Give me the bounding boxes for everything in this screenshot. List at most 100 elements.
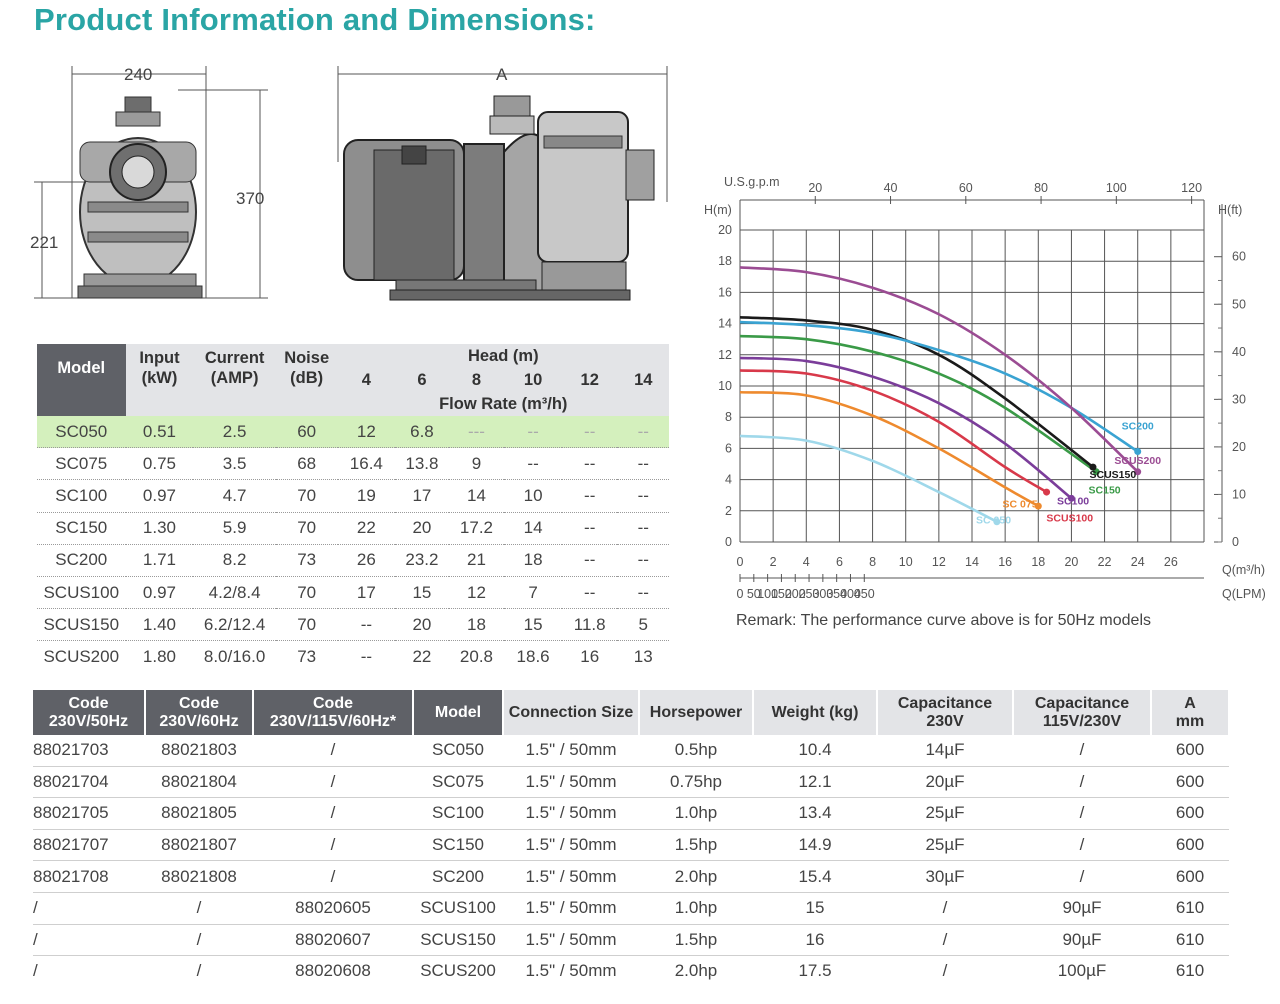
- perf-cell-noise: 70: [275, 512, 338, 545]
- codes-cell: SCUS150: [413, 924, 503, 957]
- curve-label: SCUS150: [1090, 469, 1137, 481]
- perf-cell-flow: --: [360, 646, 373, 666]
- perf-cell-flow: --: [561, 447, 618, 481]
- curve-label: SC100: [1057, 496, 1089, 508]
- perf-cell-current: 3.5: [193, 447, 276, 481]
- codes-cell: /: [253, 860, 413, 893]
- perf-cell-flow: --: [561, 416, 618, 449]
- perf-cell-flow: --: [617, 544, 669, 577]
- codes-row: 88021704 88021804/SC075 1.5" / 50mm 0.75hp 1…: [33, 766, 1229, 799]
- perf-row: SC050 0.51 2.5 60 12 6.8 --- -- -- --: [37, 416, 669, 449]
- perf-cell-flow: --: [617, 447, 669, 481]
- codes-cell: 14.9: [753, 829, 877, 862]
- perf-cell-flow: 17: [337, 576, 396, 610]
- y-tick-label: 2: [725, 504, 732, 518]
- perf-cell-noise: 70: [275, 479, 338, 513]
- lpm-tick-label: 100: [757, 587, 778, 601]
- codes-cell: /: [877, 924, 1013, 957]
- perf-cell-flow: 6.8: [395, 416, 449, 449]
- perf-cell-flow: 13: [633, 646, 653, 666]
- perf-cell-flow: 14: [448, 479, 505, 513]
- gpm-tick-label: 20: [808, 181, 822, 195]
- curve-label: SC200: [1122, 421, 1154, 433]
- codes-cell: 88021705: [33, 797, 145, 830]
- perf-cell-flow: --: [561, 544, 618, 577]
- lpm-tick-label: 50: [747, 587, 761, 601]
- curve-label: SCUS200: [1114, 455, 1161, 467]
- perf-cell-flow: 20.8: [459, 646, 494, 666]
- gpm-tick-label: 100: [1106, 181, 1127, 195]
- codes-cell: 90µF: [1013, 924, 1151, 957]
- gpm-tick-label: 80: [1034, 181, 1048, 195]
- codes-row: //88020605 SCUS100 1.5" / 50mm 1.0hp 15/90µF…: [33, 892, 1229, 925]
- perf-cell-flow: 22: [412, 646, 432, 666]
- series-end-point: [1134, 468, 1142, 476]
- y-tick-label: 10: [718, 379, 732, 393]
- lpm-tick-label: 250: [799, 587, 820, 601]
- lpm-tick-label: 300: [812, 587, 833, 601]
- codes-cell: 15.4: [753, 860, 877, 893]
- perf-cell-flow: 9: [448, 447, 505, 481]
- codes-cell: 1.5" / 50mm: [503, 797, 639, 830]
- codes-cell: 30µF: [877, 860, 1013, 893]
- perf-cell-flow: 23.2: [395, 544, 449, 577]
- series-end-point: [1043, 488, 1051, 496]
- codes-cell: /: [942, 961, 948, 981]
- codes-header: Code 230V/60Hz: [145, 690, 254, 735]
- perf-cell-flow: --: [617, 576, 669, 610]
- perf-cell-model: SC150: [37, 512, 126, 545]
- codes-cell: /: [196, 961, 202, 981]
- ft-tick-label: 60: [1232, 250, 1246, 264]
- perf-cell-flow: --: [561, 576, 618, 610]
- perf-cell-model: SC200: [37, 544, 126, 577]
- codes-cell: 88021708: [33, 860, 145, 893]
- front-axis-label: 221: [30, 233, 58, 252]
- ft-tick-label: 30: [1232, 392, 1246, 406]
- perf-cell-flow: --: [561, 479, 618, 513]
- x-tick-label: 0: [737, 555, 744, 569]
- perf-cell-flow: 20: [395, 512, 449, 545]
- codes-cell: 600: [1151, 860, 1229, 893]
- perf-cell-current: 4.7: [193, 479, 276, 513]
- codes-cell: /: [145, 892, 253, 925]
- col-model: Model: [37, 344, 126, 392]
- perf-cell-noise: 73: [297, 646, 317, 666]
- page-title: Product Information and Dimensions:: [34, 2, 596, 37]
- perf-cell-input: 1.71: [125, 544, 194, 577]
- perf-row: SC075 0.75 3.5 68 16.4 13.8 9 -- -- --: [37, 447, 669, 481]
- codes-cell: 88021807: [145, 829, 253, 862]
- codes-cell: 1.5hp: [639, 924, 753, 957]
- codes-cell: 10.4: [753, 735, 877, 767]
- x-tick-label: 26: [1164, 555, 1178, 569]
- series-line-sc075: [739, 390, 1039, 508]
- series-end-point: [1034, 502, 1042, 510]
- y-tick-label: 14: [718, 317, 732, 331]
- perf-cell-model: SC100: [37, 479, 126, 513]
- perf-cell-flow: 16: [580, 646, 600, 666]
- curve-label: SC 075: [1003, 499, 1038, 511]
- perf-cell-flow: 20: [395, 608, 449, 642]
- gpm-tick-label: 60: [959, 181, 973, 195]
- perf-row: SCUS150 1.40 6.2/12.4 70 -- 20 18 15 11.8 5: [37, 608, 669, 642]
- curve-label: SC 050: [976, 514, 1011, 526]
- perf-cell-flow: 18.6: [516, 646, 550, 666]
- perf-cell-model: SCUS150: [37, 608, 126, 642]
- perf-cell-noise: 70: [275, 576, 338, 610]
- x-tick-label: 22: [1098, 555, 1112, 569]
- head-10: 10: [504, 368, 562, 392]
- codes-cell: /: [145, 924, 253, 957]
- codes-cell: SC100: [413, 797, 503, 830]
- codes-cell: 88021803: [145, 735, 253, 767]
- perf-cell-flow: 10: [504, 479, 562, 513]
- codes-cell: SC050: [413, 735, 503, 767]
- front-width-label: 240: [124, 65, 152, 84]
- codes-cell: 25µF: [877, 797, 1013, 830]
- perf-row: SC100 0.97 4.7 70 19 17 14 10 -- --: [37, 479, 669, 513]
- perf-cell-input: 1.40: [125, 608, 194, 642]
- head-8: 8: [448, 368, 505, 392]
- codes-header: Horsepower: [639, 690, 754, 735]
- codes-cell: /: [1013, 735, 1151, 767]
- codes-cell: 1.5" / 50mm: [503, 924, 639, 957]
- perf-row: SCUS200 1.80 8.0/16.0 73 -- 22 20.8 18.6 16 13: [37, 641, 669, 673]
- perf-cell-current: 6.2/12.4: [193, 608, 276, 642]
